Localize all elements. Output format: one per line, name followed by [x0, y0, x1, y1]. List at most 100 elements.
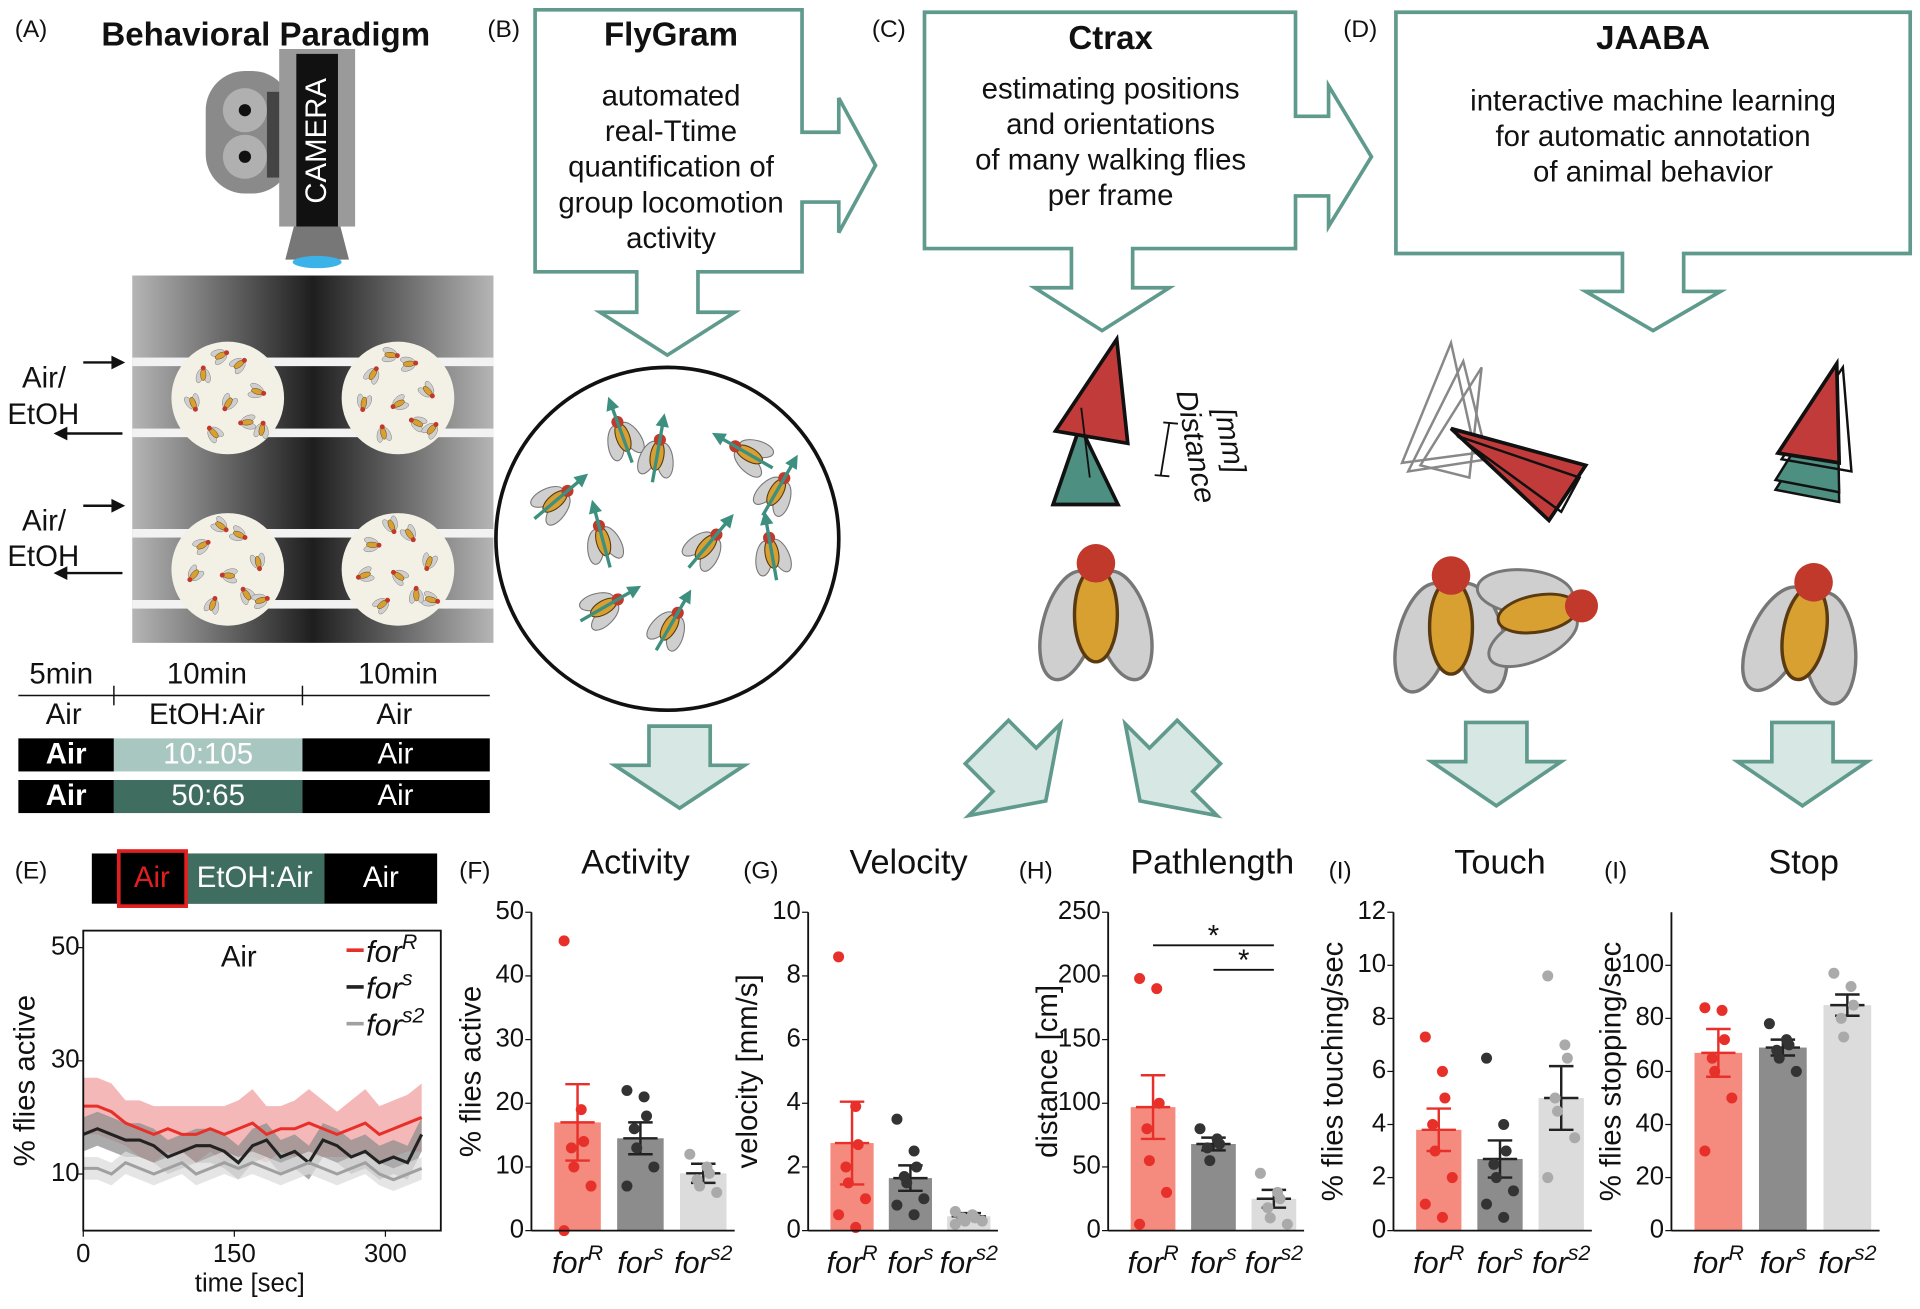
fly [400, 356, 419, 372]
box-text: group locomotion [558, 186, 783, 219]
y-tick-label: 100 [1621, 950, 1664, 978]
data-point [1488, 1158, 1500, 1170]
fly [646, 589, 692, 652]
camera [205, 48, 356, 269]
category-label: fors2 [366, 1003, 424, 1042]
data-point [976, 1215, 988, 1227]
fly [251, 593, 270, 610]
label-base: for [1532, 1246, 1570, 1280]
y-axis-label: % flies stopping/sec [1594, 942, 1627, 1202]
data-point [628, 1123, 640, 1135]
category-label: fors [887, 1241, 934, 1280]
y-tick-label: 40 [495, 961, 524, 989]
y-tick-label: 0 [510, 1215, 524, 1243]
series-line [83, 1160, 423, 1182]
fly [606, 396, 645, 464]
significance-label: * [1208, 920, 1219, 953]
data-point [1500, 1145, 1512, 1157]
box-text: automated [602, 80, 741, 113]
direction [579, 588, 635, 623]
label-superscript: R [1449, 1241, 1464, 1265]
head [391, 529, 397, 535]
head [1794, 563, 1833, 602]
label-base: for [1818, 1246, 1856, 1280]
data-point [1264, 1212, 1276, 1224]
y-tick-label: 50 [495, 897, 524, 925]
flow-arrow [1731, 720, 1874, 808]
label-superscript: s2 [1280, 1241, 1303, 1265]
y-tick-label: 0 [787, 1215, 801, 1243]
y-tick-label: 150 [1058, 1024, 1101, 1052]
data-point [575, 1104, 587, 1116]
label-superscript: R [1729, 1241, 1744, 1265]
label-base: for [617, 1246, 655, 1280]
direction-head [760, 511, 774, 526]
category-label: forR [1127, 1241, 1178, 1280]
label-base: for [674, 1246, 712, 1280]
head [1564, 589, 1599, 623]
data-point [1427, 1118, 1439, 1131]
data-point [1429, 1145, 1441, 1157]
y-axis-label: distance [cm] [1031, 985, 1064, 1158]
data-point [891, 1199, 903, 1211]
head [385, 597, 391, 603]
fly [240, 586, 257, 605]
category-label: fors2 [1532, 1241, 1590, 1280]
data-point [1436, 1065, 1448, 1077]
category-label: fors [617, 1241, 664, 1280]
data-point [1845, 981, 1857, 993]
duration: 10min [358, 658, 438, 691]
head [264, 595, 270, 601]
inlet-label: Air/ [22, 505, 67, 538]
data-point [684, 1148, 696, 1160]
category-label: forR [366, 930, 417, 969]
error-bar [1830, 993, 1865, 1017]
x-tick-label: 150 [213, 1240, 256, 1268]
protocol-label: Air [134, 861, 170, 894]
data-point [1559, 1039, 1571, 1051]
fly [578, 585, 642, 631]
fly [187, 564, 205, 583]
head [394, 353, 400, 359]
head [192, 406, 198, 412]
data-point [1828, 967, 1840, 979]
data-point [578, 1135, 590, 1147]
label-superscript: s [1513, 1241, 1524, 1265]
y-axis-label: velocity [mm/s] [731, 974, 764, 1168]
data-point [1706, 1052, 1718, 1064]
data-point [585, 1180, 597, 1192]
data-point [648, 1161, 660, 1173]
fly [184, 393, 200, 412]
data-point [850, 1100, 862, 1112]
y-axis-label: % flies active [454, 986, 487, 1157]
inlet-label: EtOH [7, 398, 79, 431]
label-superscript: s [1795, 1241, 1806, 1265]
error-bar [834, 1100, 870, 1186]
label-base: for [1760, 1246, 1798, 1280]
label-base: for [1693, 1246, 1731, 1280]
fly [228, 525, 248, 541]
error-bar [1482, 1139, 1518, 1179]
phase: Air [46, 698, 82, 731]
data-point [631, 1142, 643, 1154]
head [429, 393, 435, 399]
head [241, 357, 247, 363]
category-label: forR [1413, 1241, 1464, 1280]
data-point [638, 1091, 650, 1103]
direction-head [606, 396, 620, 412]
data-point [852, 1139, 864, 1151]
fly [422, 552, 438, 571]
data-point [1194, 1123, 1206, 1135]
label-superscript: s2 [1568, 1241, 1591, 1265]
direction [533, 477, 583, 520]
direction [687, 519, 730, 569]
label-superscript: R [1163, 1241, 1178, 1265]
chart-title: Stop [1768, 844, 1839, 882]
data-point [901, 1177, 913, 1189]
category-label: fors2 [674, 1241, 732, 1280]
fly [409, 585, 424, 604]
label-superscript: s2 [402, 1003, 425, 1027]
panel-label: (A) [15, 16, 48, 43]
data-point [1709, 1065, 1721, 1077]
